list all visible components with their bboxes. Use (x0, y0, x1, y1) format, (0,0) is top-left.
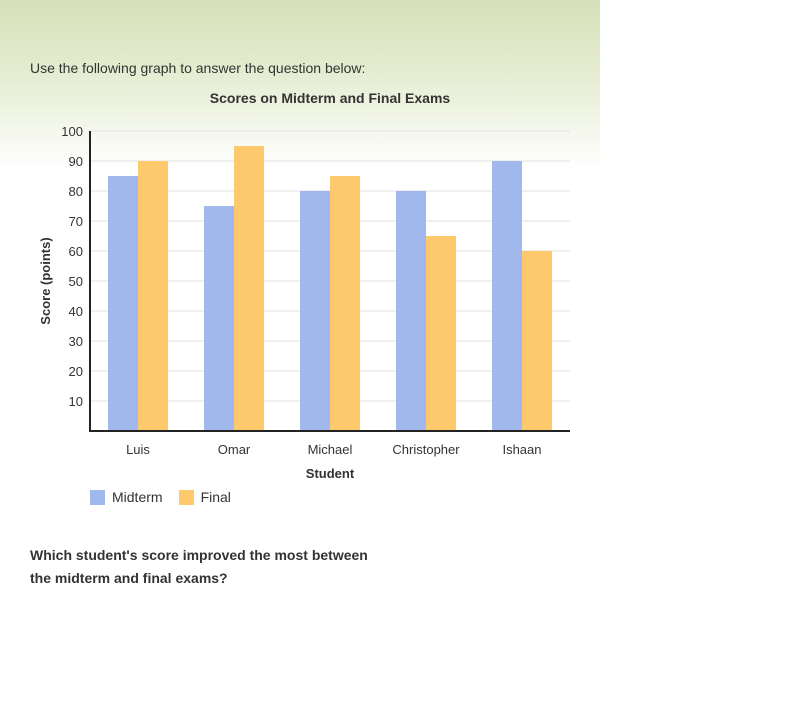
y-tick-label: 90 (69, 154, 83, 169)
tick-labels: 10 20 30 40 50 60 70 80 90 100 Luis Omar Michael Chri… (61, 124, 541, 457)
header-gradient-panel (0, 0, 600, 170)
y-tick-label: 30 (69, 334, 83, 349)
y-tick-label: 70 (69, 214, 83, 229)
y-axis-title: Score (points) (38, 237, 53, 324)
legend-swatch-final (178, 489, 194, 505)
y-tick-label: 60 (69, 244, 83, 259)
x-tick-label: Ishaan (502, 442, 541, 457)
bar-final-ishaan (522, 251, 552, 431)
y-tick-label: 10 (69, 394, 83, 409)
bar-final-luis (138, 161, 168, 431)
intro-text: Use the following graph to answer the qu… (30, 60, 366, 76)
y-tick-label: 20 (69, 364, 83, 379)
y-tick-label: 80 (69, 184, 83, 199)
bar-midterm-luis (108, 176, 138, 431)
y-tick-label: 100 (61, 124, 83, 139)
y-tick-label: 40 (69, 304, 83, 319)
question-text: Which student's score improved the most … (30, 547, 368, 586)
x-tick-label: Christopher (392, 442, 460, 457)
x-axis-title: Student (306, 466, 355, 480)
bar-final-omar (234, 146, 264, 431)
bars (108, 146, 552, 431)
chart-title: Scores on Midterm and Final Exams (210, 90, 451, 106)
bar-midterm-ishaan (492, 161, 522, 431)
bar-midterm-omar (204, 206, 234, 431)
axes (89, 131, 570, 432)
bar-final-michael (330, 176, 360, 431)
bar-midterm-christopher (396, 191, 426, 431)
bar-midterm-michael (300, 191, 330, 431)
y-tick-label: 50 (69, 274, 83, 289)
legend-item-midterm: Midterm (90, 489, 163, 505)
bar-final-christopher (426, 236, 456, 431)
legend-item-final: Final (178, 489, 231, 505)
x-tick-label: Michael (308, 442, 353, 457)
chart-legend: Midterm Final (90, 489, 247, 505)
x-tick-label: Omar (218, 442, 251, 457)
bar-chart: Scores on Midterm and Final Exams 10 20 30… (38, 90, 570, 480)
legend-label-midterm: Midterm (112, 489, 163, 505)
legend-swatch-midterm (90, 489, 105, 505)
legend-label-final: Final (200, 489, 231, 505)
x-tick-label: Luis (126, 442, 150, 457)
